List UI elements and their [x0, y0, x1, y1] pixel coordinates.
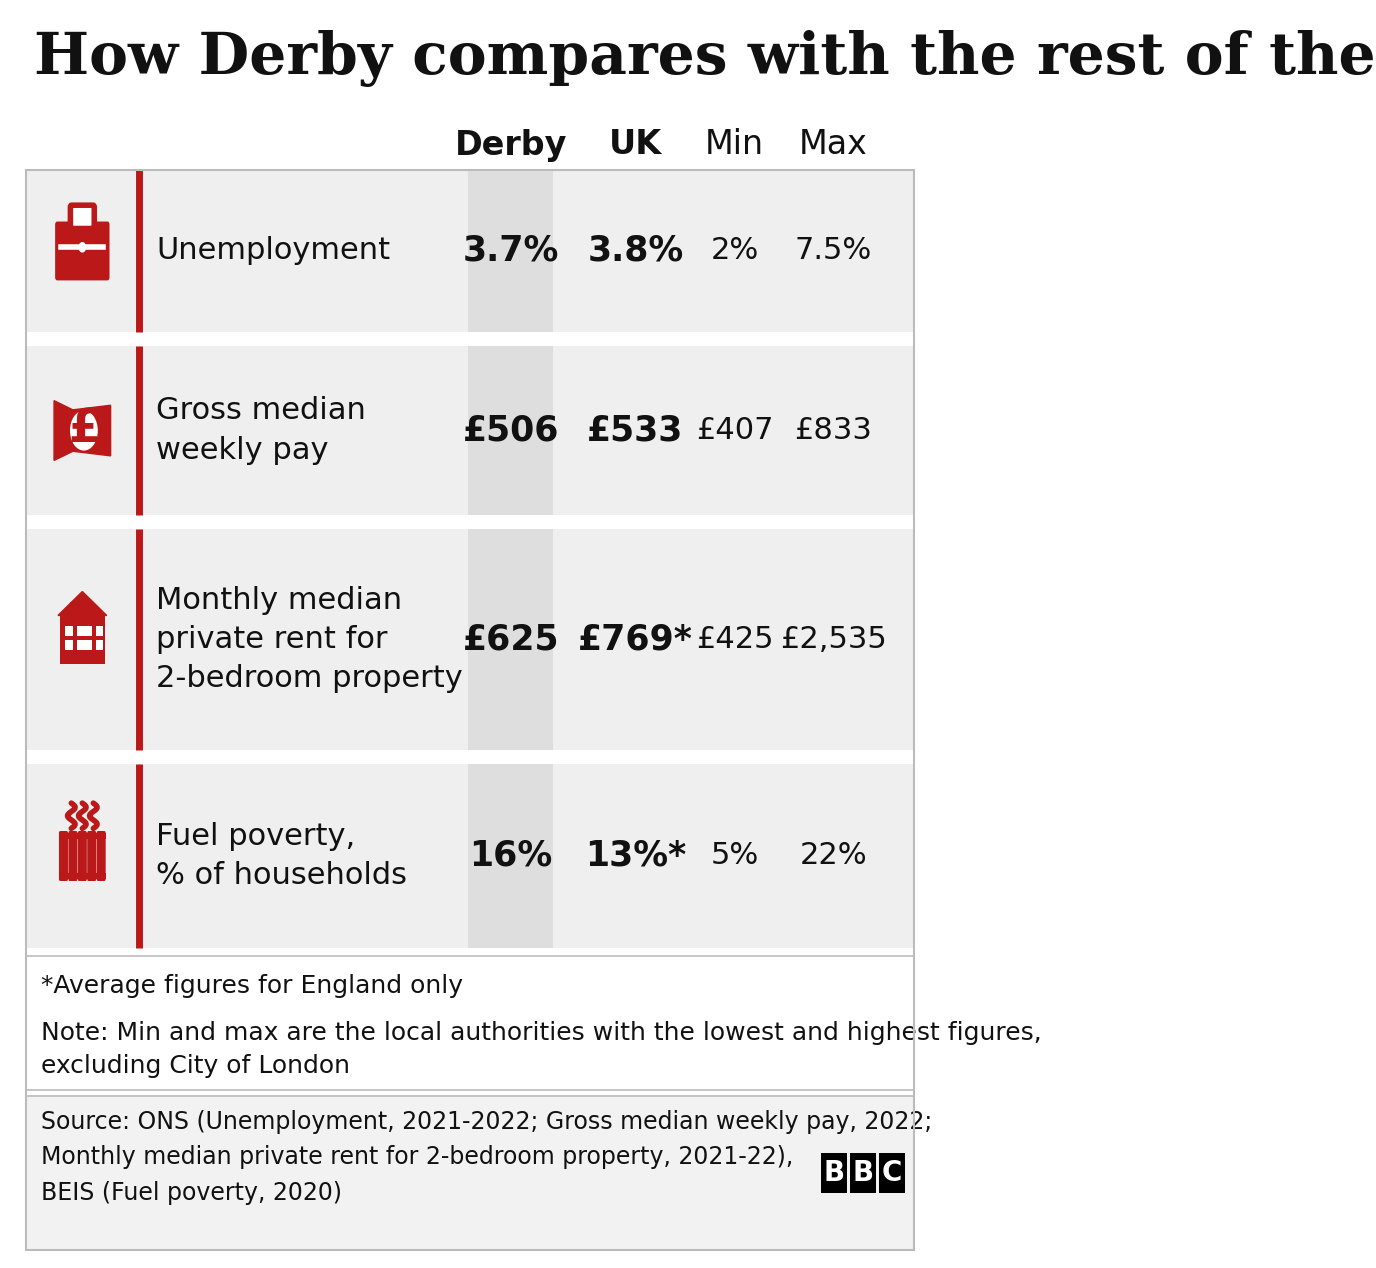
Text: £833: £833 — [794, 416, 872, 445]
Text: £407: £407 — [696, 416, 773, 445]
Text: £769*: £769* — [578, 623, 692, 657]
Bar — [84, 626, 92, 637]
FancyBboxPatch shape — [55, 222, 110, 280]
Text: Unemployment: Unemployment — [157, 236, 391, 265]
Text: Note: Min and max are the local authorities with the lowest and highest figures,: Note: Min and max are the local authorit… — [41, 1021, 1042, 1079]
Bar — [26, 956, 914, 1090]
Text: £: £ — [67, 407, 100, 453]
Text: 3.7%: 3.7% — [462, 235, 559, 268]
Bar — [468, 765, 553, 948]
Text: Source: ONS (Unemployment, 2021-2022; Gross median weekly pay, 2022;   
Monthly : Source: ONS (Unemployment, 2021-2022; Gr… — [41, 1110, 955, 1205]
Bar — [850, 1153, 875, 1193]
Bar — [70, 602, 76, 620]
Polygon shape — [54, 401, 110, 460]
Text: How Derby compares with the rest of the UK: How Derby compares with the rest of the … — [34, 30, 1376, 87]
Text: B: B — [852, 1159, 874, 1187]
Bar — [59, 874, 106, 879]
Bar — [77, 626, 85, 637]
Text: 7.5%: 7.5% — [795, 236, 872, 265]
Bar — [95, 639, 103, 649]
FancyBboxPatch shape — [59, 831, 67, 881]
Bar — [26, 765, 468, 948]
Bar — [59, 833, 106, 838]
Bar — [821, 1153, 848, 1193]
Text: C: C — [882, 1159, 901, 1187]
Text: £625: £625 — [462, 623, 559, 657]
Polygon shape — [58, 592, 107, 615]
Bar — [553, 170, 914, 332]
Bar — [26, 346, 468, 515]
Text: 13%*: 13%* — [585, 839, 687, 872]
Text: B: B — [824, 1159, 845, 1187]
Text: £506: £506 — [462, 413, 559, 448]
Text: 3.8%: 3.8% — [588, 235, 684, 268]
FancyBboxPatch shape — [87, 831, 96, 881]
Text: £425: £425 — [696, 625, 773, 654]
Bar — [95, 626, 103, 637]
Text: £533: £533 — [588, 413, 684, 448]
Text: Gross median
weekly pay: Gross median weekly pay — [157, 397, 366, 465]
Bar — [878, 1153, 904, 1193]
Text: UK: UK — [608, 128, 662, 161]
Bar — [84, 639, 92, 649]
Bar — [468, 346, 553, 515]
Bar — [26, 170, 468, 332]
FancyBboxPatch shape — [70, 205, 94, 228]
FancyBboxPatch shape — [69, 831, 77, 881]
Text: Fuel poverty,
% of households: Fuel poverty, % of households — [157, 822, 407, 890]
Bar — [65, 626, 73, 637]
Bar — [59, 615, 105, 663]
Text: 16%: 16% — [469, 839, 552, 872]
Bar — [65, 639, 73, 649]
Text: Derby: Derby — [454, 128, 567, 161]
Bar — [26, 529, 468, 749]
Circle shape — [70, 411, 98, 450]
Text: Max: Max — [799, 128, 868, 161]
FancyBboxPatch shape — [78, 831, 87, 881]
Text: *Average figures for England only: *Average figures for England only — [41, 974, 462, 998]
Text: 2%: 2% — [710, 236, 758, 265]
Bar — [26, 170, 914, 1250]
Bar — [553, 346, 914, 515]
Circle shape — [80, 242, 85, 252]
FancyBboxPatch shape — [96, 831, 106, 881]
Text: 5%: 5% — [710, 842, 758, 871]
Bar — [553, 765, 914, 948]
Text: Min: Min — [705, 128, 764, 161]
Bar — [553, 529, 914, 749]
Text: Monthly median
private rent for
2-bedroom property: Monthly median private rent for 2-bedroo… — [157, 586, 464, 694]
Bar — [26, 1096, 914, 1250]
Text: 22%: 22% — [799, 842, 867, 871]
Bar — [77, 639, 85, 649]
Text: £2,535: £2,535 — [780, 625, 886, 654]
Bar — [468, 529, 553, 749]
Bar — [468, 170, 553, 332]
